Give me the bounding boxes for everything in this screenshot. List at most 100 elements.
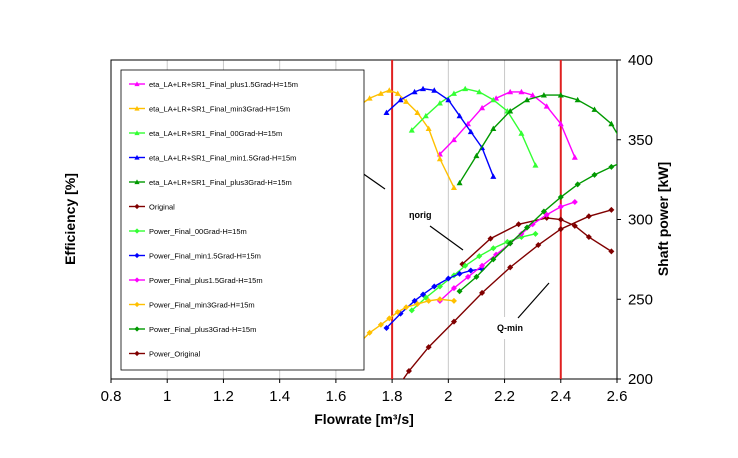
y-right-tick-label: 300 (628, 212, 653, 229)
annotation-text: Q-min (497, 323, 523, 333)
data-point (431, 283, 438, 290)
data-point (490, 245, 497, 252)
data-point (473, 152, 480, 159)
legend-item: eta_LA+LR+SR1_Final_plus1.5Grad-H=15m (129, 80, 298, 89)
data-point (462, 262, 469, 269)
series-group (355, 85, 626, 379)
data-point (450, 90, 457, 96)
data-point (450, 318, 457, 325)
data-point (134, 130, 140, 136)
data-point (134, 154, 140, 160)
data-point (134, 301, 140, 308)
legend-label: Power_Final_min1.5Grad-H=15m (149, 252, 261, 261)
legend-item: Power_Final_plus1.5Grad-H=15m (129, 276, 263, 285)
x-tick-label: 1.4 (269, 388, 290, 405)
data-point (518, 130, 525, 136)
data-point (476, 88, 483, 95)
legend-label: eta_LA+LR+SR1_Final_min1.5Grad-H=15m (149, 154, 296, 163)
series-Power_Original (402, 206, 615, 379)
legend-label: eta_LA+LR+SR1_Final_plus3Grad-H=15m (149, 178, 292, 187)
data-point (436, 283, 443, 290)
series-line (386, 87, 494, 177)
x-tick-label: 1 (163, 388, 171, 405)
data-point (456, 179, 463, 186)
data-point (403, 304, 410, 311)
data-point (524, 96, 531, 103)
data-point (620, 159, 626, 165)
x-tick-label: 2.4 (550, 388, 571, 405)
data-point (540, 208, 547, 215)
data-point (405, 368, 412, 375)
data-point (450, 184, 457, 190)
data-point (462, 85, 469, 92)
data-point (608, 248, 615, 255)
annotation-q-min-right: Q-min (484, 282, 550, 339)
data-point (456, 112, 463, 119)
data-point (571, 222, 578, 229)
data-point (608, 206, 615, 213)
series-line (461, 217, 612, 265)
data-point (571, 154, 578, 160)
data-point (557, 226, 564, 233)
data-point (518, 88, 525, 95)
data-point (585, 234, 592, 241)
x-tick-label: 1.6 (325, 388, 346, 405)
data-point (377, 90, 384, 96)
data-point (608, 163, 615, 170)
data-point (377, 321, 384, 328)
data-point (456, 270, 463, 277)
series-line (459, 163, 617, 292)
data-point (557, 120, 564, 127)
data-point (591, 171, 598, 178)
series-line (439, 201, 576, 302)
data-point (450, 136, 457, 143)
data-point (431, 87, 438, 93)
x-tick-label: 1.2 (213, 388, 234, 405)
series-eta_LA+LR+SR1_Final_plus3Grad-H=15m (456, 92, 617, 186)
legend-item: eta_LA+LR+SR1_Final_plus3Grad-H=15m (129, 178, 292, 187)
legend-item: Original (129, 203, 175, 212)
data-point (574, 181, 581, 188)
data-point (490, 96, 497, 103)
data-point (425, 125, 432, 131)
data-point (134, 350, 140, 357)
legend-item: eta_LA+LR+SR1_Final_min1.5Grad-H=15m (129, 154, 296, 163)
data-point (476, 253, 483, 260)
annotation-pointer (429, 225, 464, 251)
series-Power_Final_plus3Grad-H=15m (456, 159, 626, 295)
data-point (445, 275, 452, 282)
data-point (394, 90, 401, 96)
series-line (357, 89, 455, 188)
data-point (386, 87, 393, 93)
legend-item: Power_Final_plus3Grad-H=15m (129, 325, 256, 334)
data-point (574, 96, 581, 103)
data-point (591, 106, 598, 112)
data-point (436, 100, 443, 106)
data-point (408, 127, 415, 133)
data-point (524, 224, 531, 231)
data-point (134, 105, 140, 111)
series-Original (459, 214, 615, 268)
series-layer (355, 85, 626, 379)
series-Power_Final_min1.5Grad-H=15m (383, 265, 486, 331)
legend-label: Power_Final_plus1.5Grad-H=15m (149, 276, 263, 285)
data-point (518, 230, 525, 237)
data-point (608, 120, 615, 127)
data-point (408, 307, 415, 314)
legend-label: eta_LA+LR+SR1_Final_plus1.5Grad-H=15m (149, 80, 298, 89)
data-point (450, 285, 457, 292)
legend-item: eta_LA+LR+SR1_Final_min3Grad-H=15m (129, 105, 290, 114)
legend-item: Power_Original (129, 350, 201, 359)
legend-label: Power_Original (149, 350, 201, 359)
data-point (465, 273, 472, 280)
data-point (467, 267, 474, 274)
y-right-tick-label: 200 (628, 371, 653, 388)
data-point (479, 289, 486, 296)
data-point (529, 92, 536, 98)
data-point (420, 85, 427, 92)
data-point (436, 155, 443, 162)
series-line (439, 91, 576, 158)
data-point (383, 109, 390, 116)
data-point (411, 297, 418, 304)
